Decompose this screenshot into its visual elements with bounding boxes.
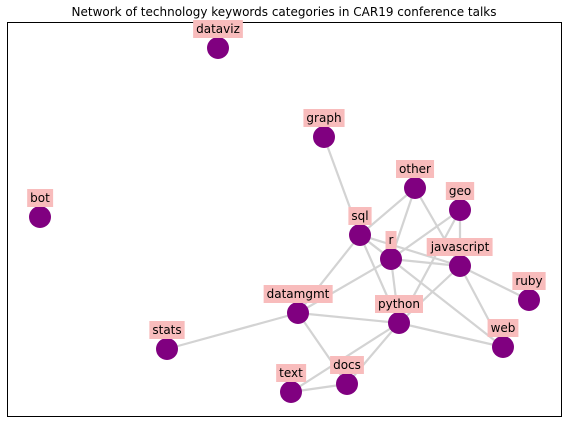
node-label-background: [330, 356, 364, 374]
node-label-text: bot: [30, 191, 50, 205]
node-label-dataviz: dataviz: [193, 20, 243, 38]
node-label-sql: sql: [348, 207, 372, 225]
node-datamgmt: [287, 302, 309, 324]
diagram-title: Network of technology keywords categorie…: [72, 5, 497, 19]
node-label-r: r: [385, 231, 397, 249]
node-label-background: [193, 20, 243, 38]
node-label-text: ruby: [515, 274, 542, 288]
node-web: [492, 336, 514, 358]
edge-datamgmt-python: [296, 311, 401, 325]
edge-python-web: [397, 321, 505, 349]
node-label-text: r: [389, 233, 394, 247]
node-label-text: docs: [333, 358, 361, 372]
node-docs: [336, 373, 358, 395]
edge-datamgmt-stats: [165, 311, 300, 351]
node-label-datamgmt: datamgmt: [263, 285, 333, 303]
node-label-text: geo: [449, 184, 471, 198]
node-label-text: text: [276, 364, 307, 382]
node-ruby: [518, 289, 540, 311]
node-label-text: web: [491, 321, 516, 335]
node-label-ruby: ruby: [512, 272, 546, 290]
plot-frame: [7, 22, 562, 417]
node-label-background: [512, 272, 546, 290]
node-label-background: [303, 109, 345, 127]
node-label-text: python: [378, 297, 420, 311]
edge-geo-r: [389, 208, 462, 261]
node-label-background: [149, 321, 185, 339]
node-label-text: dataviz: [196, 22, 240, 36]
node-label-background: [385, 231, 397, 249]
node-label-javascript: javascript: [426, 238, 493, 256]
node-label-other: other: [396, 160, 435, 178]
node-python: [388, 312, 410, 334]
node-label-python: python: [375, 295, 423, 313]
node-label-background: [276, 364, 307, 382]
node-bot: [29, 206, 51, 228]
node-label-web: web: [487, 319, 519, 337]
node-label-text: sql: [351, 209, 368, 223]
node-label-background: [27, 189, 54, 207]
node-label-text: stats: [152, 323, 181, 337]
node-other: [404, 177, 426, 199]
edge-r-datamgmt: [296, 257, 393, 315]
edge-sql-javascript: [358, 233, 462, 268]
node-r: [380, 248, 402, 270]
edge-r-javascript: [389, 257, 462, 268]
node-sql: [349, 224, 371, 246]
node-label-text: text: [279, 366, 303, 380]
node-label-text: other: [399, 162, 431, 176]
node-label-background: [375, 295, 423, 313]
node-label-geo: geo: [445, 182, 475, 200]
node-label-background: [396, 160, 435, 178]
node-label-background: [445, 182, 475, 200]
node-label-background: [426, 238, 493, 256]
edge-other-sql: [358, 186, 417, 237]
node-stats: [156, 338, 178, 360]
node-label-docs: docs: [330, 356, 364, 374]
node-graph: [313, 126, 335, 148]
node-label-text: graph: [306, 111, 341, 125]
node-dataviz: [207, 37, 229, 59]
node-label-bot: bot: [27, 189, 54, 207]
node-label-stats: stats: [149, 321, 185, 339]
edge-javascript-python: [397, 264, 462, 325]
nodes-layer: [29, 37, 540, 403]
node-label-text: javascript: [430, 240, 490, 254]
labels-layer: dataviz graph bot other geo sql r javascript rub…: [27, 20, 546, 382]
node-geo: [449, 199, 471, 221]
node-label-background: [263, 285, 333, 303]
node-label-text: datamgmt: [267, 287, 330, 301]
node-javascript: [449, 255, 471, 277]
node-label-background: [487, 319, 519, 337]
node-text: [280, 381, 302, 403]
edge-javascript-ruby: [458, 264, 531, 302]
node-label-background: [348, 207, 372, 225]
node-label-graph: graph: [303, 109, 345, 127]
